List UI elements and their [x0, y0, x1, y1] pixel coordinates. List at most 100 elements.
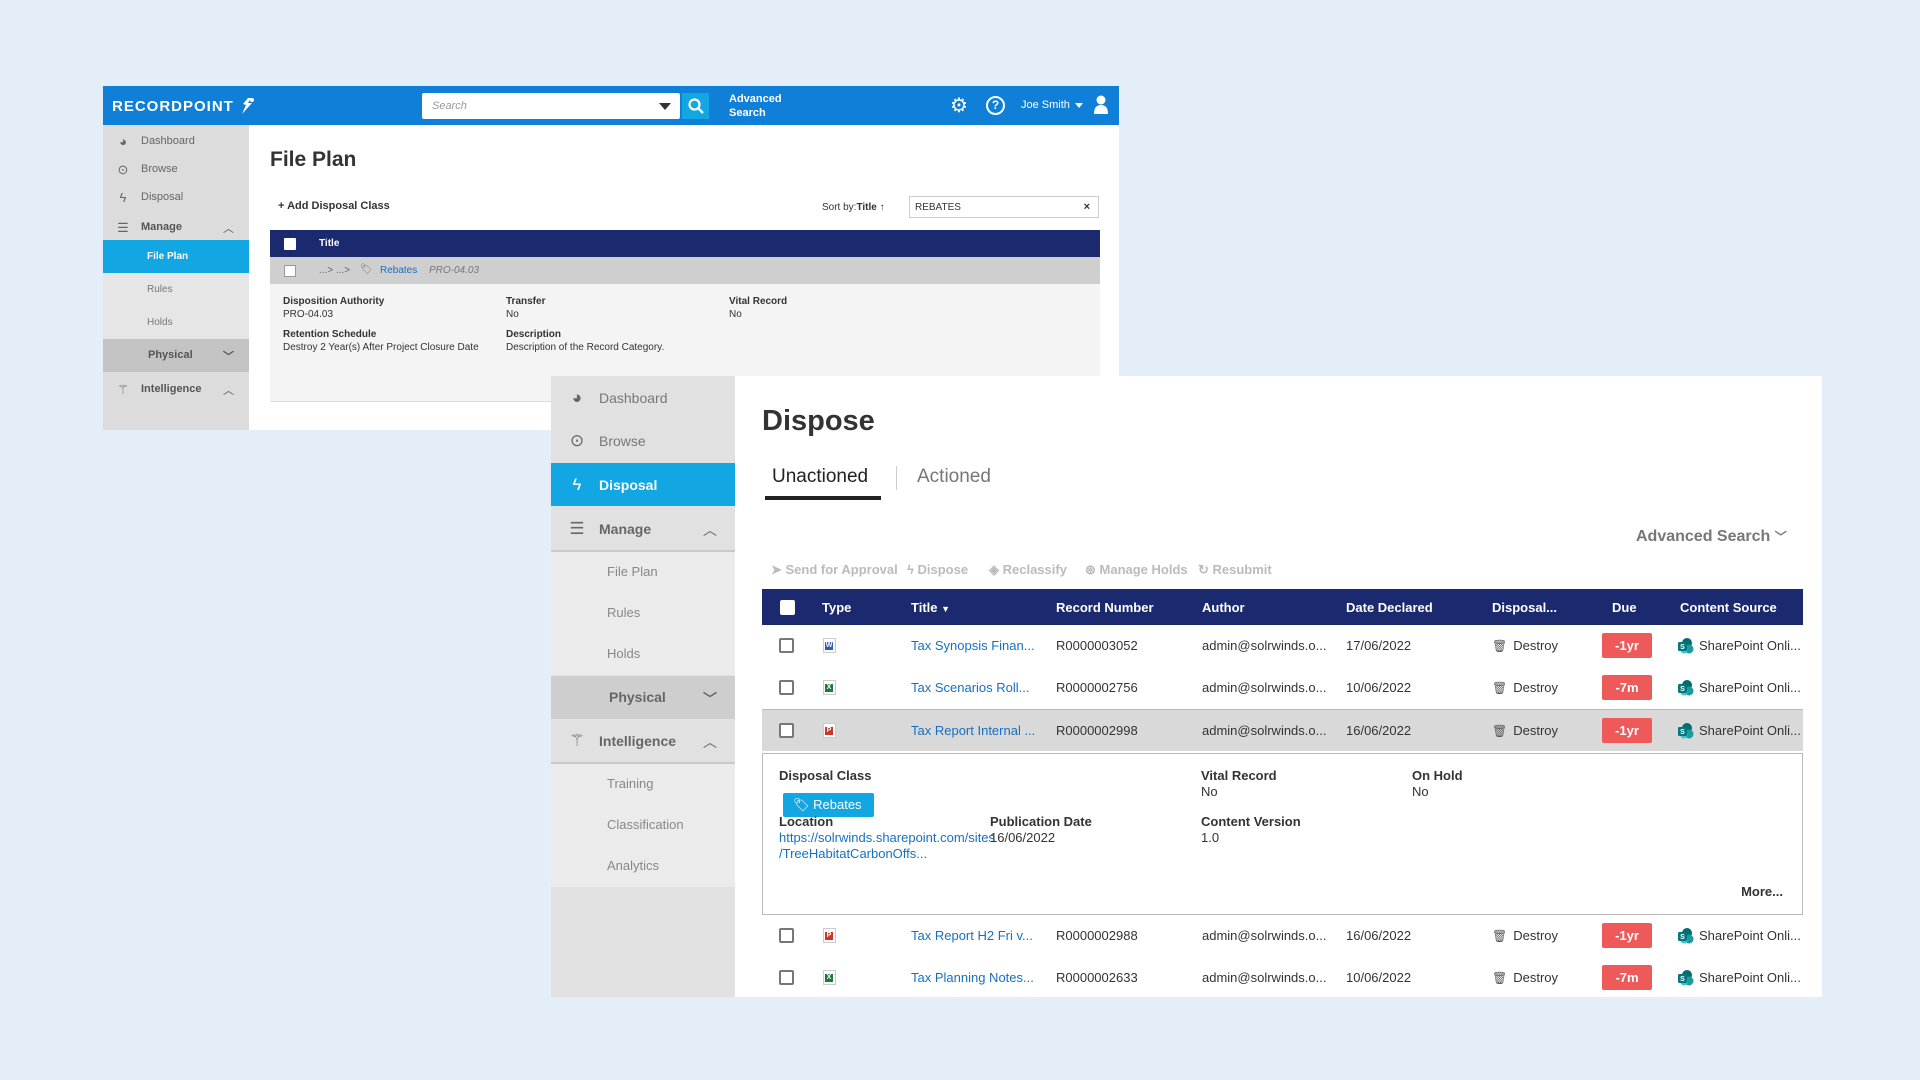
more-link[interactable]: More...	[1741, 884, 1783, 899]
sidebar-item-dashboard[interactable]: ◕ Dashboard	[103, 125, 249, 158]
location-link[interactable]: /TreeHabitatCarbonOffs...	[779, 846, 928, 861]
detail-label: Disposal Class	[779, 768, 872, 783]
column-header-disposal[interactable]: Disposal...	[1492, 600, 1558, 615]
sidebar-item-disposal[interactable]: ϟ Disposal	[551, 463, 735, 506]
sidebar-item-holds[interactable]: Holds	[551, 634, 735, 675]
table-row[interactable]: P Tax Report H2 Fri v... R0000002988 admin@…	[762, 915, 1803, 957]
detail-label: Retention Schedule	[283, 329, 377, 340]
avatar-icon[interactable]	[1094, 95, 1108, 115]
column-header-content-source[interactable]: Content Source	[1680, 600, 1777, 615]
column-header-date-declared[interactable]: Date Declared	[1346, 600, 1433, 615]
advanced-search-label: Advanced Search	[1636, 528, 1771, 545]
search-button[interactable]	[682, 93, 709, 119]
sidebar-item-manage[interactable]: ☰ Manage ︿	[551, 507, 735, 550]
detail-label: On Hold	[1412, 768, 1463, 783]
sidebar-item-physical[interactable]: Physical ﹀	[551, 676, 735, 719]
search-dropdown-icon[interactable]	[659, 103, 671, 110]
row-content-source: SharePoint Onli...	[1699, 723, 1801, 738]
sort-label: Sort by:	[822, 202, 857, 213]
column-header-title[interactable]: Title ▼	[911, 600, 950, 615]
search-input[interactable]: Search	[422, 93, 680, 119]
add-disposal-class-button[interactable]: + Add Disposal Class	[278, 200, 390, 212]
svg-text:S: S	[1680, 644, 1685, 651]
sidebar-item-physical[interactable]: Physical ﹀	[103, 339, 249, 372]
row-checkbox[interactable]	[779, 723, 794, 738]
column-header-type[interactable]: Type	[822, 600, 852, 615]
reclassify-button[interactable]: ◈ Reclassify	[989, 562, 1067, 578]
row-checkbox[interactable]	[284, 265, 296, 277]
disposal-class-badge[interactable]: 🏷 Rebates	[783, 793, 874, 817]
logo-text: RECORDPOINT	[112, 97, 234, 115]
table-row[interactable]: W Tax Synopsis Finan... R0000003052 admin@s…	[762, 625, 1803, 667]
action-label: Reclassify	[1002, 562, 1067, 577]
column-header-title[interactable]: Title	[319, 238, 340, 249]
sort-control[interactable]: Sort by:Title ↑	[822, 202, 885, 213]
table-row[interactable]: ...> ...> 🏷 Rebates PRO-04.03	[270, 257, 1100, 284]
logo[interactable]: RECORDPOINT	[112, 97, 255, 115]
column-header-author[interactable]: Author	[1202, 600, 1245, 615]
help-icon[interactable]: ?	[986, 96, 1005, 115]
column-header-record-number[interactable]: Record Number	[1056, 600, 1154, 615]
row-title-link[interactable]: Tax Synopsis Finan...	[911, 638, 1035, 653]
user-menu[interactable]: Joe Smith	[1021, 99, 1083, 111]
advanced-search-toggle[interactable]: Advanced Search ﹀	[1636, 528, 1787, 546]
select-all-checkbox[interactable]	[284, 238, 296, 250]
table-row[interactable]: P Tax Report Internal ... R0000002998 admin…	[762, 709, 1803, 751]
sidebar-item-browse[interactable]: ⊙ Browse	[551, 419, 735, 462]
sidebar-item-intelligence[interactable]: ⚚ Intelligence ︿	[551, 719, 735, 762]
send-for-approval-button[interactable]: ➤ Send for Approval	[771, 562, 898, 578]
trash-icon: 🗑	[1492, 724, 1508, 738]
sidebar-item-label: Manage	[141, 221, 182, 233]
sidebar-item-training[interactable]: Training	[551, 764, 735, 805]
logo-icon	[241, 98, 254, 114]
row-title-link[interactable]: Tax Report Internal ...	[911, 723, 1036, 738]
select-all-checkbox[interactable]	[780, 600, 795, 615]
tab-actioned[interactable]: Actioned	[917, 466, 991, 487]
location-link[interactable]: https://solrwinds.sharepoint.com/sites	[779, 830, 996, 845]
sidebar-item-disposal[interactable]: ϟ Disposal	[103, 181, 249, 214]
row-title-link[interactable]: Rebates	[380, 265, 418, 276]
tag-icon: 🏷	[793, 797, 814, 812]
table-row[interactable]: X Tax Scenarios Roll... R0000002756 admin@s…	[762, 667, 1803, 709]
table-row[interactable]: X Tax Planning Notes... R0000002633 admin@s…	[762, 957, 1803, 997]
action-label: Manage Holds	[1099, 562, 1188, 577]
sidebar-item-holds[interactable]: Holds	[103, 306, 249, 339]
breadcrumb[interactable]: ...> ...>	[319, 265, 351, 276]
sidebar-item-classification[interactable]: Classification	[551, 805, 735, 846]
detail-value: No	[729, 309, 742, 320]
row-content-source: SharePoint Onli...	[1699, 928, 1801, 943]
sharepoint-icon: S	[1678, 970, 1694, 986]
sidebar-item-file-plan[interactable]: File Plan	[103, 240, 249, 273]
sidebar-item-analytics[interactable]: Analytics	[551, 846, 735, 887]
row-checkbox[interactable]	[779, 928, 794, 943]
resubmit-button[interactable]: ↻ Resubmit	[1198, 562, 1272, 578]
trash-icon: 🗑	[1492, 681, 1508, 695]
column-header-due[interactable]: Due	[1612, 600, 1637, 615]
filter-input[interactable]: REBATES ×	[909, 196, 1099, 218]
sidebar-item-intelligence[interactable]: ⚚ Intelligence ︿	[103, 373, 249, 406]
row-title-link[interactable]: Tax Scenarios Roll...	[911, 680, 1030, 695]
dispose-button[interactable]: ϟ Dispose	[907, 562, 968, 577]
sidebar-item-browse[interactable]: ⊙ Browse	[103, 153, 249, 186]
row-checkbox[interactable]	[779, 970, 794, 985]
divider	[551, 762, 735, 764]
detail-label: Vital Record	[1201, 768, 1277, 783]
sidebar-item-manage[interactable]: ☰ Manage ︿	[103, 211, 249, 244]
advanced-search-link[interactable]: Advanced Search	[729, 93, 782, 119]
sidebar-item-file-plan[interactable]: File Plan	[551, 552, 735, 593]
row-code: PRO-04.03	[429, 265, 480, 276]
sidebar-item-rules[interactable]: Rules	[551, 593, 735, 634]
tab-unactioned[interactable]: Unactioned	[772, 466, 869, 487]
sidebar-item-dashboard[interactable]: ◕ Dashboard	[551, 376, 735, 419]
detail-label: Description	[506, 329, 562, 340]
sort-value: Title ↑	[856, 202, 885, 213]
row-checkbox[interactable]	[779, 680, 794, 695]
row-checkbox[interactable]	[779, 638, 794, 653]
row-title-link[interactable]: Tax Planning Notes...	[911, 970, 1034, 985]
manage-holds-button[interactable]: ⊛ Manage Holds	[1085, 562, 1188, 578]
close-icon[interactable]: ×	[1083, 201, 1090, 213]
sidebar-item-rules[interactable]: Rules	[103, 273, 249, 306]
row-title-link[interactable]: Tax Report H2 Fri v...	[911, 928, 1033, 943]
detail-label: Vital Record	[729, 296, 788, 307]
gear-icon[interactable]: ⚙	[950, 95, 968, 117]
